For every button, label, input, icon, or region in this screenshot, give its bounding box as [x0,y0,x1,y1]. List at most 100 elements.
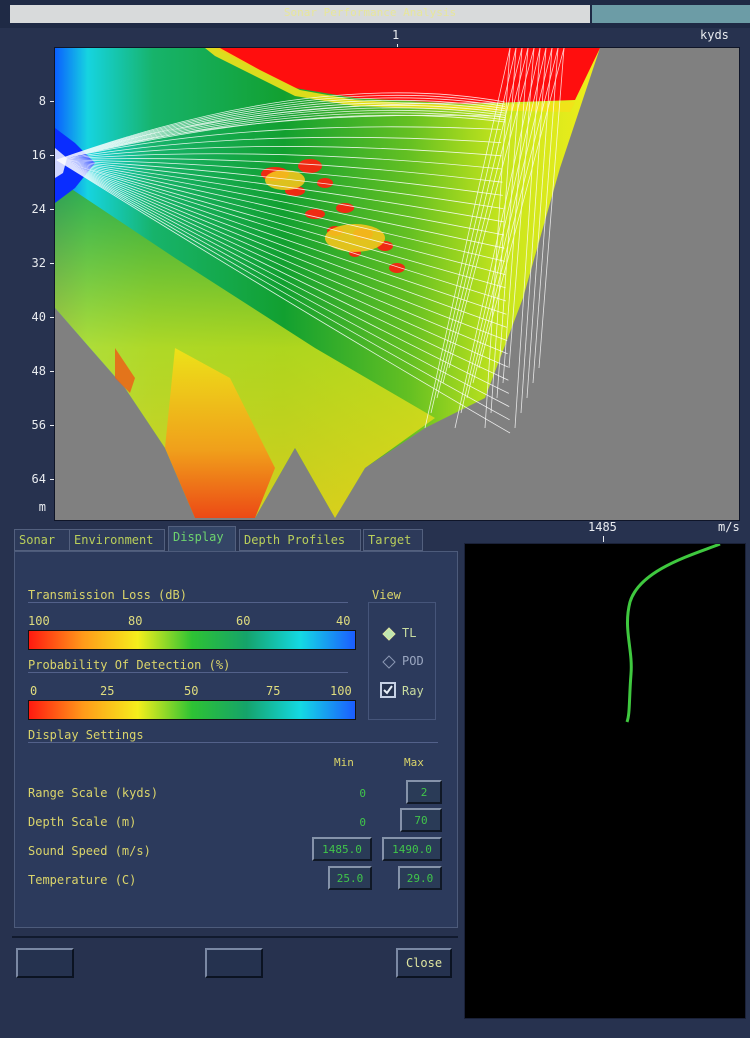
tab-environment[interactable]: Environment [69,529,165,551]
depth-tick: 16 [31,148,46,162]
depth-scale-label: Depth Scale (m) [28,815,137,829]
ray-path [56,159,506,289]
sound-speed-min-input[interactable]: 1485.0 [312,837,372,861]
title-bar-track [10,5,590,23]
ray-path [56,114,506,161]
range-scale-max-input[interactable]: 2 [406,780,442,804]
ray-path [56,159,510,407]
ray-path [56,159,507,315]
ray-path [56,159,508,355]
ray-line [448,47,535,369]
ray-path [56,159,504,223]
pod-tick: 75 [266,684,281,698]
view-option-tl[interactable] [382,626,396,645]
window-title: Sonar Performance Analysis [283,6,457,19]
ray-path [56,159,509,394]
left-button[interactable] [16,948,74,978]
depth-tick: 64 [31,472,46,486]
sound-speed-profile-graphic [625,542,721,723]
depth-tick-mark [50,263,55,264]
radio-unselected-icon [382,655,396,669]
ray-path [56,94,506,161]
title-bar-accent [592,5,750,23]
view-option-pod[interactable] [382,654,396,673]
ray-path [56,146,502,161]
view-option-tl-label: TL [402,626,417,640]
depth-tick-mark [50,479,55,480]
ray-path [56,159,507,328]
tab-target[interactable]: Target [363,529,423,551]
pod-tick: 25 [100,684,115,698]
transmission-loss-plot[interactable] [54,47,740,521]
ray-checkbox[interactable] [380,682,396,698]
range-axis-unit: kyds [700,28,729,42]
ray-path [56,109,506,161]
ray-path [56,126,501,161]
ray-path [56,104,506,161]
ray-path [56,158,503,183]
tab-sonar[interactable]: Sonar [14,529,70,551]
range-scale-min: 0 [359,787,366,800]
ray-path [56,159,511,434]
ray-path [56,159,503,196]
view-group [368,602,436,720]
tl-field-graphic [55,47,600,518]
tab-depth-profiles[interactable]: Depth Profiles [239,529,361,551]
ray-path [56,136,502,161]
temperature-label: Temperature (C) [28,873,137,887]
tl-tick: 100 [28,614,50,628]
divider [28,602,348,603]
divider [28,742,438,743]
transmission-loss-colorbar [28,630,356,650]
ray-line [496,47,523,399]
tab-display[interactable]: Display [168,526,236,552]
ray-line [520,47,547,414]
depth-tick-mark [50,155,55,156]
depth-scale-max-input[interactable]: 70 [400,808,442,832]
depth-tick: 8 [38,94,46,108]
ray-path [56,159,508,341]
ray-line [532,47,559,384]
depth-scale-min: 0 [359,816,366,829]
pod-tick: 50 [184,684,199,698]
depth-tick: 32 [31,256,46,270]
display-panel [14,551,458,928]
speed-axis-unit: m/s [718,520,740,534]
transmission-loss-title: Transmission Loss (dB) [28,588,187,602]
ray-checkbox-label: Ray [402,684,424,698]
temperature-max-input[interactable]: 29.0 [398,866,442,890]
ray-line [430,47,517,414]
sound-speed-label: Sound Speed (m/s) [28,844,151,858]
temperature-min-input[interactable]: 25.0 [328,866,372,890]
tl-tick: 40 [336,614,351,628]
middle-button[interactable] [205,948,263,978]
speed-axis-tick: 1485 [588,520,617,534]
tl-tick: 80 [128,614,143,628]
depth-tick-mark [50,371,55,372]
ray-line [490,47,517,414]
ray-path [56,159,510,421]
ray-line [424,47,511,429]
ray-line [436,47,523,399]
tl-tick: 60 [236,614,251,628]
range-axis-tick-mark [397,44,398,48]
depth-tick: 56 [31,418,46,432]
ray-path [56,97,506,161]
ray-line [508,47,535,369]
ray-path [56,92,506,161]
ray-line [526,47,553,399]
depth-tick-mark [50,317,55,318]
display-settings-title: Display Settings [28,728,144,742]
ray-path [56,159,505,262]
sound-speed-max-input[interactable]: 1490.0 [382,837,442,861]
ray-path [56,159,509,368]
pod-colorbar [28,700,356,720]
ray-path [56,102,506,161]
ray-path [56,159,505,249]
ray-path [56,159,506,275]
ray-path [56,99,506,161]
close-button[interactable]: Close [396,948,452,978]
checkmark-icon [383,685,393,695]
view-option-pod-label: POD [402,654,424,668]
ray-path [56,112,506,161]
